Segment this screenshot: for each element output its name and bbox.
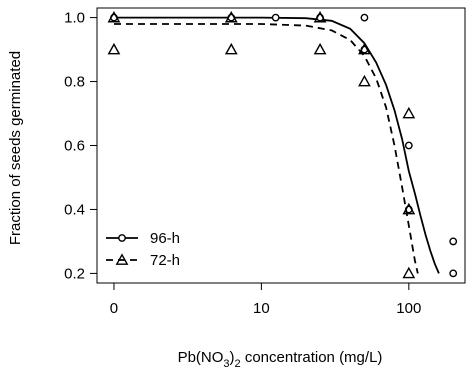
legend-label-96-h: 96-h <box>150 230 180 247</box>
legend-marker-72-h <box>115 253 129 265</box>
y-axis-title: Fraction of seeds germinated <box>7 51 24 245</box>
point-72-h-9 <box>402 202 416 215</box>
x-axis-title-sub-2: 2 <box>235 358 241 370</box>
y-tick-label-4: 1.0 <box>64 10 85 27</box>
series-96-h <box>110 13 458 278</box>
point-72-h-8 <box>402 106 416 119</box>
point-72-h-1 <box>107 42 121 55</box>
plot-area <box>96 7 466 284</box>
point-96-h-2 <box>271 13 280 22</box>
point-72-h-4 <box>313 10 327 23</box>
point-72-h-7 <box>358 74 371 87</box>
point-72-h-5 <box>313 42 327 55</box>
x-axis-title-part-1: Pb(NO <box>178 349 224 366</box>
x-axis-title: Pb(NO3)2 concentration (mg/L) <box>178 349 383 370</box>
y-axis-ticks: 0.2 0.4 0.6 0.8 1.0 <box>64 10 97 282</box>
point-72-h-0 <box>107 10 121 23</box>
y-tick-label-3: 0.8 <box>64 74 85 91</box>
point-96-h-6 <box>404 141 413 150</box>
x-tick-label-0: 0 <box>110 300 118 317</box>
point-72-h-6 <box>358 42 371 55</box>
x-tick-label-1: 10 <box>253 300 270 317</box>
point-96-h-4 <box>360 13 369 22</box>
point-72-h-10 <box>402 266 416 279</box>
y-tick-label-0: 0.2 <box>64 265 85 282</box>
x-axis-title-part-2: ) <box>230 349 235 366</box>
legend-marker-96-h <box>118 234 126 242</box>
y-tick-label-1: 0.4 <box>64 201 85 218</box>
x-axis-title-sub-1: 3 <box>223 358 229 370</box>
legend: 96-h 72-h <box>106 230 180 269</box>
point-72-h-3 <box>224 42 238 55</box>
x-tick-label-2: 100 <box>396 300 421 317</box>
fit-line-72-h <box>114 23 419 274</box>
legend-label-72-h: 72-h <box>150 252 180 269</box>
x-axis-ticks: 0 10 100 <box>110 283 421 317</box>
series-72-h <box>107 10 419 279</box>
point-96-h-9 <box>449 269 458 278</box>
point-72-h-2 <box>224 10 238 23</box>
point-96-h-8 <box>449 237 458 246</box>
x-axis-title-part-3: concentration (mg/L) <box>241 349 383 366</box>
y-tick-label-2: 0.6 <box>64 138 85 155</box>
